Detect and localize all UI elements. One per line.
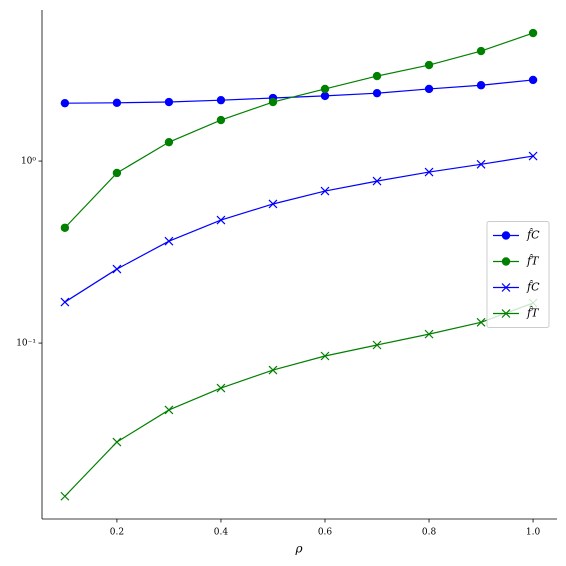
series-line (64, 32, 534, 229)
legend-label: f̂T (526, 306, 540, 319)
data-point (372, 176, 382, 186)
legend-label: f̂C (526, 280, 540, 293)
data-point (164, 97, 174, 107)
y-tick-label: 10⁰ (21, 157, 36, 167)
data-point (528, 75, 538, 85)
data-point (372, 340, 382, 350)
data-point (268, 365, 278, 375)
data-point (320, 84, 330, 94)
legend-box (486, 221, 550, 328)
data-point (476, 159, 486, 169)
x-tick-label: 0.6 (318, 528, 333, 538)
data-point (216, 383, 226, 393)
x-tick-label: 1.0 (526, 528, 541, 538)
data-point (112, 437, 122, 447)
data-point (112, 264, 122, 274)
data-point (424, 329, 434, 339)
data-point (320, 186, 330, 196)
series-line (64, 79, 534, 104)
data-point (216, 95, 226, 105)
x-axis-label: ρ (294, 542, 302, 556)
data-point (424, 167, 434, 177)
data-point (476, 317, 486, 327)
legend-marker (501, 309, 511, 318)
x-tick-label: 0.2 (110, 528, 124, 538)
data-point (268, 97, 278, 107)
data-point (528, 28, 538, 38)
data-point (476, 81, 486, 90)
data-point (112, 98, 122, 107)
x-tick-label: 0.8 (422, 528, 437, 538)
legend-marker (501, 257, 511, 266)
data-point (60, 297, 70, 307)
data-point (372, 71, 382, 81)
data-point (424, 60, 434, 70)
data-point (112, 168, 122, 178)
data-point (528, 151, 538, 161)
data-point (320, 351, 330, 361)
data-point (372, 88, 382, 98)
data-point (476, 46, 486, 56)
legend-label: f̂C (526, 228, 540, 241)
legend: f̂C f̂T f̂C f̂T (486, 221, 550, 328)
data-point (164, 137, 174, 147)
data-point (60, 223, 70, 232)
legend-label: f̂T (526, 254, 540, 267)
data-point (424, 84, 434, 94)
data-point (216, 115, 226, 125)
series-line (64, 155, 534, 303)
data-point (60, 491, 70, 501)
series-line (64, 302, 534, 497)
legend-marker (501, 283, 511, 292)
data-point (60, 98, 70, 108)
data-point (164, 236, 174, 246)
x-tick-label: 0.4 (214, 528, 229, 538)
data-point (216, 215, 226, 225)
data-point (268, 199, 278, 209)
y-tick-label: 10⁻¹ (16, 339, 36, 349)
data-point (164, 405, 174, 415)
legend-marker (501, 231, 511, 240)
data-point (320, 91, 330, 101)
